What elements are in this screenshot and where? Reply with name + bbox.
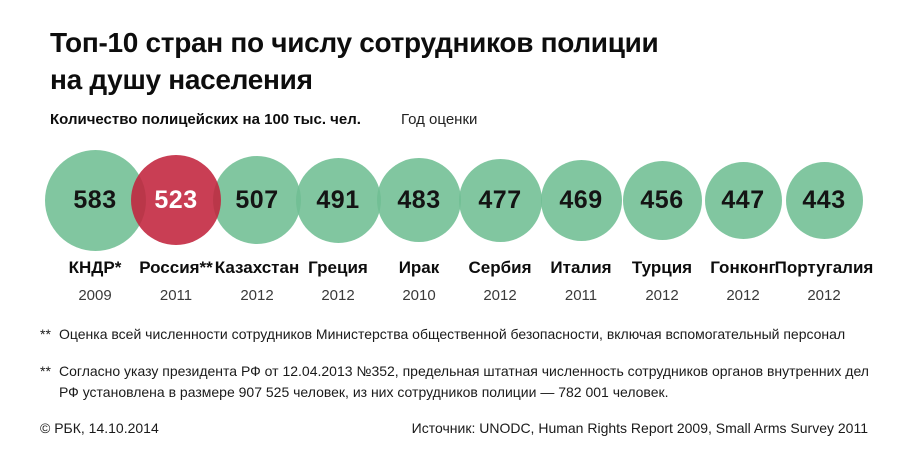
- page-title: Топ-10 стран по числу сотрудников полици…: [50, 24, 659, 98]
- footnote-text: Согласно указу президента РФ от 12.04.20…: [59, 363, 869, 400]
- country-label: Ирак: [398, 258, 440, 277]
- country-label: Сербия: [468, 258, 532, 277]
- bubble-10: 443: [785, 161, 863, 239]
- bubble-value: 583: [73, 185, 117, 214]
- year-value: 2009: [78, 287, 112, 304]
- year-value: 2012: [726, 287, 760, 304]
- page-title-line1: Топ-10 стран по числу сотрудников полици…: [50, 27, 659, 58]
- country-label: Турция: [631, 258, 693, 277]
- year-axis-label: Год оценки: [401, 111, 478, 128]
- bubble-value: 469: [559, 185, 603, 214]
- bubble-4: 491: [295, 157, 381, 243]
- copyright: © РБК, 14.10.2014: [40, 420, 159, 436]
- bubble-value: 443: [802, 185, 846, 214]
- source: Источник: UNODC, Human Rights Report 200…: [411, 420, 868, 436]
- country-label: Италия: [550, 258, 612, 277]
- country-label: КНДР*: [68, 258, 122, 277]
- country-label: Россия**: [139, 258, 213, 277]
- bubble-chart: 583 КНДР* 2009 523 Россия** 2011 507 Казахстан 2…: [44, 149, 874, 304]
- country-label: Португалия: [774, 258, 874, 277]
- year-value: 2012: [807, 287, 841, 304]
- bubble-value: 477: [478, 185, 522, 214]
- bubble-5: 483: [377, 158, 461, 242]
- year-value: 2012: [240, 287, 274, 304]
- year-value: 2012: [483, 287, 517, 304]
- year-value: 2011: [564, 287, 598, 304]
- value-axis-label: Количество полицейских на 100 тыс. чел.: [50, 111, 361, 128]
- bubble-value: 523: [154, 185, 198, 214]
- footnote-text: Оценка всей численности сотрудников Мини…: [59, 326, 846, 342]
- year-value: 2011: [159, 287, 193, 304]
- bubble-7: 469: [540, 159, 622, 241]
- bubble-2: 523: [131, 155, 221, 245]
- bubble-3: 507: [213, 156, 301, 244]
- bubble-9: 447: [704, 161, 782, 239]
- bubble-value: 483: [397, 185, 441, 214]
- bubble-6: 477: [458, 158, 542, 242]
- bubble-1: 583: [44, 149, 146, 251]
- bubble-value: 447: [721, 185, 765, 214]
- year-value: 2012: [645, 287, 679, 304]
- bubble-value: 507: [235, 185, 279, 214]
- country-label: Греция: [308, 258, 368, 277]
- bubble-value: 456: [640, 185, 684, 214]
- footnote-second: ** Согласно указу президента РФ от 12.04…: [40, 361, 874, 403]
- footnote-marker: **: [40, 363, 51, 379]
- bubble-8: 456: [622, 160, 702, 240]
- footnote-first: ** Оценка всей численности сотрудников М…: [40, 324, 845, 345]
- country-label: Казахстан: [214, 258, 300, 277]
- year-value: 2012: [321, 287, 355, 304]
- year-value: 2010: [402, 287, 436, 304]
- footer: © РБК, 14.10.2014 Источник: UNODC, Human…: [40, 420, 868, 436]
- footnote-marker: **: [40, 326, 51, 342]
- bubble-value: 491: [316, 185, 360, 214]
- country-label: Гонконг: [710, 258, 776, 277]
- page-title-line2: на душу населения: [50, 64, 313, 95]
